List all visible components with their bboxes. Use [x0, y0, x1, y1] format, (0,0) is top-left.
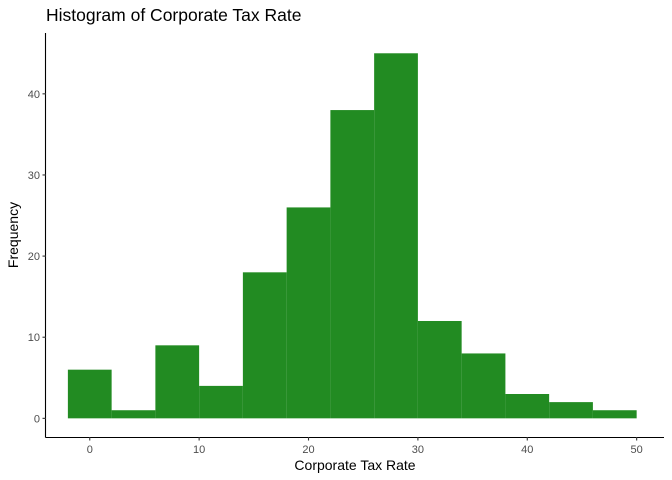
- x-tick-label-5: 50: [631, 444, 643, 456]
- histogram-bar-10: [505, 394, 550, 419]
- histogram-bar-2: [155, 345, 200, 419]
- x-tick-label-1: 10: [193, 444, 205, 456]
- histogram-bar-7: [374, 53, 418, 419]
- y-tick-label-3: 30: [28, 170, 40, 182]
- x-tick-label-2: 20: [302, 444, 314, 456]
- y-tick-label-2: 20: [28, 251, 40, 263]
- histogram-bar-6: [330, 110, 375, 419]
- chart-title: Histogram of Corporate Tax Rate: [46, 5, 302, 25]
- histogram-bar-4: [242, 272, 287, 419]
- y-tick-label-1: 10: [28, 332, 40, 344]
- x-ticks-layer: 0 10 20 30 40 50: [87, 437, 643, 456]
- histogram-bar-0: [67, 369, 112, 419]
- y-tick-label-0: 0: [34, 413, 40, 425]
- y-tick-label-4: 40: [28, 89, 40, 101]
- histogram-bar-8: [417, 320, 462, 419]
- x-tick-label-4: 40: [521, 444, 533, 456]
- bars-layer: [67, 53, 637, 419]
- histogram-bar-3: [199, 385, 243, 419]
- x-tick-label-0: 0: [87, 444, 93, 456]
- y-axis-title: Frequency: [5, 202, 21, 268]
- histogram-bar-5: [286, 207, 331, 419]
- histogram-bar-11: [549, 402, 593, 419]
- x-tick-label-3: 30: [412, 444, 424, 456]
- histogram-bar-9: [461, 353, 506, 419]
- histogram-bar-12: [592, 410, 637, 419]
- x-axis-title: Corporate Tax Rate: [294, 457, 415, 473]
- histogram-bar-1: [111, 410, 156, 419]
- y-ticks-layer: 0 10 20 30 40: [28, 89, 46, 425]
